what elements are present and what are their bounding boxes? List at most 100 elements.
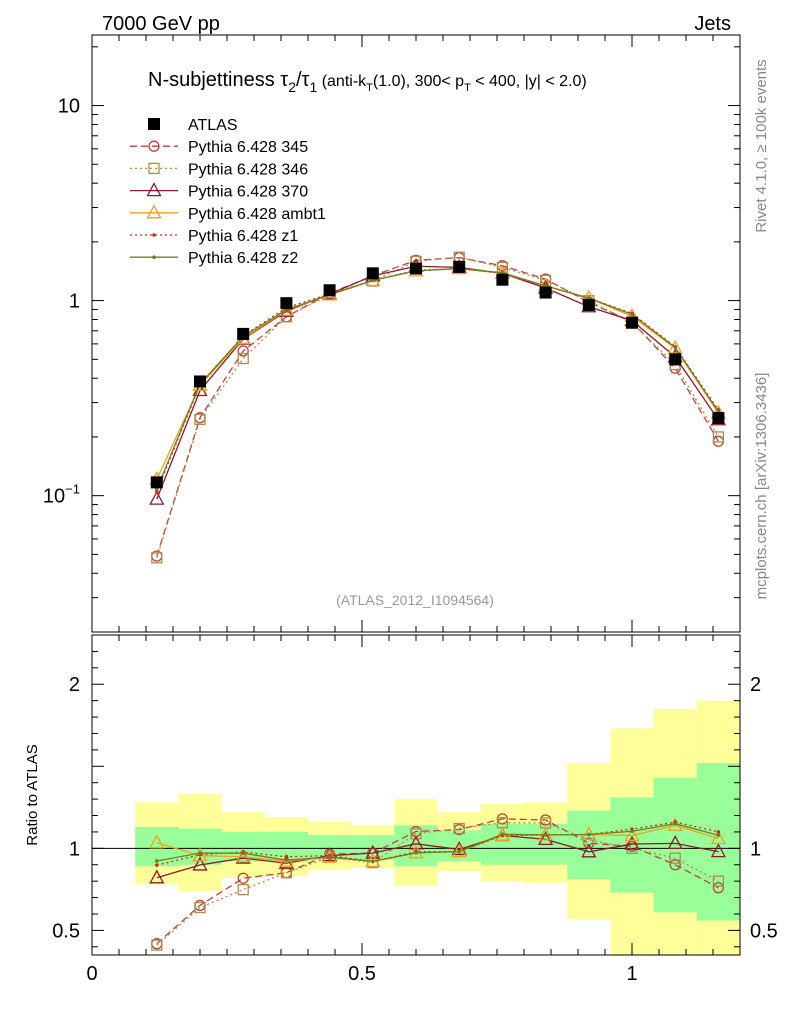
atlas-data-point (150, 476, 163, 489)
jets-label: Jets (694, 13, 731, 35)
atlas-data-point (626, 316, 638, 329)
series-line-1 (156, 256, 719, 559)
series-line-4 (156, 267, 719, 492)
ratio-marker-5 (673, 821, 677, 826)
ratio-marker-2 (538, 831, 554, 846)
x-tick-label: 0 (86, 963, 97, 985)
green-band-bin (178, 828, 222, 865)
ratio-marker-0 (712, 882, 725, 894)
ratio-marker-3 (624, 827, 640, 842)
legend-atlas-marker (148, 118, 160, 130)
title-main: N-subjettiness τ (148, 69, 288, 91)
main-panel: 10−1 1 10 (43, 34, 741, 633)
y-tick-label: 10−1 (43, 482, 80, 508)
series-marker-5 (673, 345, 677, 350)
atlas-data-point (194, 375, 206, 388)
x-tick-labels: 0 0.5 1 (86, 963, 637, 985)
ratio-marker-5 (327, 855, 332, 859)
series-line-2 (156, 265, 719, 500)
ratio-marker-1 (712, 875, 725, 887)
ratio-marker-1 (410, 828, 422, 840)
legend-label-4: Pythia 6.428 z1 (188, 228, 298, 245)
title-cut-T2: T (464, 82, 471, 94)
ratio-marker-2 (451, 841, 467, 856)
ratio-marker-5 (457, 849, 462, 854)
atlas-data-point (582, 298, 595, 311)
title-sub1: 1 (309, 79, 317, 95)
ratio-y-tick-label-left: 0.5 (52, 920, 80, 942)
x-tick-label: 0.5 (348, 963, 376, 985)
series-marker-1 (194, 413, 206, 426)
atlas-data-point (237, 327, 250, 340)
ratio-marker-5 (587, 832, 591, 837)
ratio-marker-5 (630, 829, 634, 834)
atlas-data-point (323, 284, 336, 297)
ratio-marker-5 (414, 851, 418, 855)
legend-label-5: Pythia 6.428 z2 (188, 250, 298, 267)
ratio-marker-0 (669, 859, 681, 871)
title-cut-T1: T (366, 82, 373, 94)
atlas-data-point (712, 412, 725, 425)
ratio-marker-3 (710, 830, 726, 845)
ratio-marker-5 (500, 832, 505, 837)
ratio-marker-2 (365, 844, 381, 859)
series-marker-5 (630, 312, 634, 317)
atlas-data-point (539, 286, 552, 299)
rivet-version-label: Rivet 4.1.0, ≥ 100k events (753, 59, 770, 232)
ratio-marker-1 (194, 901, 206, 914)
title-cut-c: < 400, |y| < 2.0) (471, 73, 587, 90)
ratio-marker-3 (538, 826, 554, 841)
legend-atlas-label: ATLAS (188, 117, 238, 134)
green-band-bin (696, 763, 740, 921)
main-y-tick-labels: 10−1 1 10 (43, 96, 80, 508)
ratio-marker-2 (278, 854, 294, 869)
ratio-y-tick-label-left: 2 (69, 674, 80, 696)
series-marker-3 (667, 339, 683, 354)
atlas-data-point (410, 262, 422, 275)
ratio-marker-5 (155, 859, 159, 863)
ratio-marker-5 (716, 833, 721, 838)
ratio-panel: 0.5 0.51 12 2 0 0.5 1 (52, 634, 778, 985)
ratio-line-2 (156, 834, 719, 879)
series-marker-0 (237, 345, 249, 357)
atlas-data-layer (150, 260, 725, 489)
series-marker-2 (149, 490, 165, 505)
y-tick-label: 10 (58, 96, 80, 118)
legend-marker-1 (148, 162, 160, 175)
ratio-y-tick-label-right: 0.5 (750, 920, 778, 942)
ratio-marker-5 (371, 859, 375, 864)
series-line-0 (156, 257, 719, 557)
legend-marker-3 (146, 204, 162, 219)
ratio-marker-0 (237, 872, 249, 884)
ratio-marker-4 (155, 863, 159, 867)
title-slash: /τ (296, 69, 310, 91)
series-marker-5 (371, 278, 375, 283)
x-tick-label: 1 (626, 963, 637, 985)
ratio-marker-1 (669, 852, 681, 864)
ratio-marker-5 (284, 858, 289, 862)
green-band-bin (653, 777, 697, 913)
ratio-marker-3 (149, 834, 165, 849)
ratio-marker-1 (151, 939, 163, 951)
chart-title: N-subjettiness τ2/τ1 (anti-kT(1.0), 300<… (148, 69, 587, 95)
ratio-marker-2 (322, 847, 338, 862)
legend-marker-2 (146, 182, 162, 197)
atlas-data-point (496, 273, 509, 286)
ratio-marker-1 (626, 842, 638, 854)
series-marker-1 (237, 352, 249, 365)
energy-label: 7000 GeV pp (102, 13, 220, 35)
legend: ATLAS Pythia 6.428 345 Pythia 6.428 346 Pyt… (130, 117, 326, 267)
ratio-marker-5 (241, 851, 245, 855)
ratio-y-tick-label-right: 2 (750, 674, 761, 696)
title-cut-b: (1.0), 300< p (373, 73, 464, 90)
legend-marker-0 (148, 140, 160, 152)
ratio-marker-1 (453, 822, 465, 835)
series-line-3 (156, 267, 719, 480)
ratio-marker-2 (667, 835, 683, 850)
atlas-data-point (280, 297, 293, 310)
ratio-marker-2 (710, 843, 726, 858)
ratio-marker-1 (237, 884, 249, 896)
main-series-layer (149, 251, 726, 564)
series-marker-2 (192, 382, 208, 397)
